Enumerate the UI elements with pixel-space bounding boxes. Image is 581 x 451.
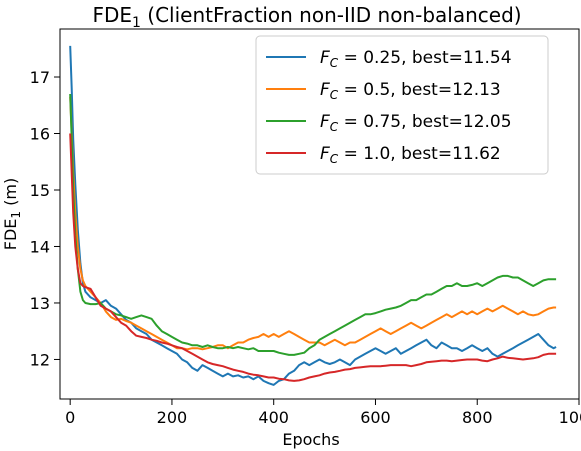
y-tick-label-5: 17 xyxy=(30,68,50,87)
y-tick-label-4: 16 xyxy=(30,125,50,144)
legend: FC = 0.25, best=11.54 FC = 0.5, best=12.1… xyxy=(255,35,549,175)
y-tick-label-2: 14 xyxy=(30,237,50,256)
legend-label-2: FC = 0.5, best=12.13 xyxy=(320,80,501,102)
legend-label-1: FC = 0.25, best=11.54 xyxy=(320,48,512,70)
legend-label-3: FC = 0.75, best=12.05 xyxy=(320,112,512,134)
x-axis: 0 200 400 600 800 1000 xyxy=(65,399,581,427)
y-tick-label-0: 12 xyxy=(30,350,50,369)
x-tick-label-5: 1000 xyxy=(559,408,581,427)
series-line-3 xyxy=(69,93,557,356)
legend-label-4: FC = 1.0, best=11.62 xyxy=(320,144,501,166)
y-tick-label-1: 13 xyxy=(30,294,50,313)
legend-box xyxy=(255,35,549,175)
series-line-2 xyxy=(69,96,557,351)
plot-frame xyxy=(59,28,580,400)
plot-area xyxy=(59,28,580,400)
x-tick-label-4: 800 xyxy=(462,408,493,427)
x-tick-label-0: 0 xyxy=(65,408,75,427)
y-axis: 12 13 14 15 16 17 xyxy=(30,68,60,369)
series-line-4 xyxy=(69,133,557,382)
x-axis-label: Epochs xyxy=(282,430,339,449)
chart-title: FDE1 (ClientFraction non-IID non-balance… xyxy=(92,3,521,31)
x-tick-label-1: 200 xyxy=(157,408,188,427)
series-line-1 xyxy=(69,45,557,386)
x-tick-label-2: 400 xyxy=(258,408,289,427)
y-tick-label-3: 15 xyxy=(30,181,50,200)
series-group xyxy=(69,45,557,386)
y-axis-label: FDE1 (m) xyxy=(1,178,23,250)
x-tick-label-3: 600 xyxy=(360,408,391,427)
